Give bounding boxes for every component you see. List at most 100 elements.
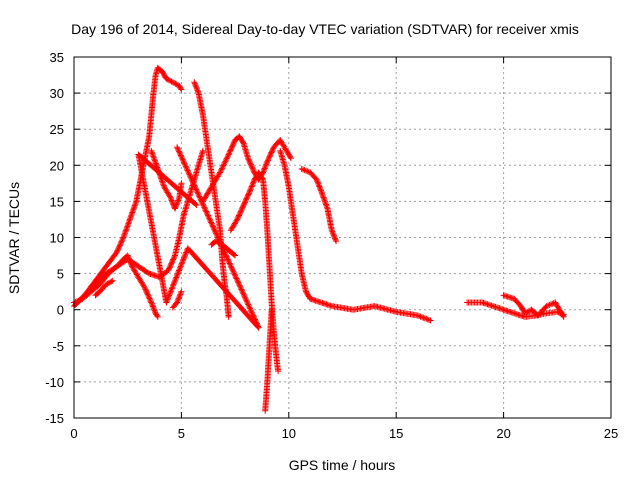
data-point-marker bbox=[269, 148, 275, 155]
data-point-marker bbox=[245, 155, 251, 162]
data-point-marker bbox=[188, 177, 195, 184]
data-point-marker bbox=[176, 266, 183, 273]
data-point-marker bbox=[247, 305, 254, 312]
data-point-marker bbox=[123, 226, 130, 233]
data-point-marker bbox=[222, 250, 229, 257]
data-point-marker bbox=[298, 165, 305, 172]
data-point-marker bbox=[235, 279, 242, 286]
data-point-marker bbox=[204, 211, 211, 218]
data-point-marker bbox=[246, 304, 253, 311]
data-point-marker bbox=[122, 227, 129, 234]
y-tick-label: 0 bbox=[57, 303, 64, 318]
data-point-marker bbox=[236, 211, 243, 218]
data-point-marker bbox=[225, 152, 231, 159]
data-point-marker bbox=[316, 184, 323, 191]
series-outliers bbox=[135, 144, 262, 331]
data-point-marker bbox=[203, 209, 210, 216]
data-point-marker bbox=[229, 267, 236, 274]
data-point-marker bbox=[167, 263, 174, 270]
data-point-marker bbox=[115, 246, 122, 253]
data-point-marker bbox=[234, 215, 241, 222]
data-point-marker bbox=[244, 298, 250, 305]
data-point-marker bbox=[214, 233, 221, 240]
y-tick-labels: -15 -10 -5 0 5 10 15 20 25 30 35 bbox=[45, 50, 64, 426]
data-point-marker bbox=[171, 253, 178, 260]
data-point-marker bbox=[178, 288, 185, 295]
data-point-marker bbox=[331, 234, 338, 240]
data-point-marker bbox=[216, 237, 223, 244]
data-point-marker bbox=[123, 224, 130, 231]
data-point-marker bbox=[237, 285, 244, 292]
data-point-marker bbox=[243, 297, 250, 304]
data-point-marker bbox=[182, 252, 189, 259]
data-point-marker bbox=[301, 167, 308, 174]
data-point-marker bbox=[171, 80, 178, 86]
data-point-marker bbox=[103, 281, 110, 288]
data-point-marker bbox=[117, 241, 124, 248]
data-point-marker bbox=[190, 179, 197, 186]
y-tick-label: 35 bbox=[50, 50, 64, 65]
data-point-marker bbox=[315, 180, 322, 187]
data-point-marker bbox=[174, 298, 181, 305]
data-point-marker bbox=[124, 223, 131, 230]
data-point-marker bbox=[239, 204, 246, 211]
series-arc-12 bbox=[298, 165, 340, 245]
data-point-marker bbox=[182, 162, 189, 168]
data-point-marker bbox=[176, 148, 182, 155]
data-point-marker bbox=[228, 146, 234, 153]
data-point-marker bbox=[151, 306, 157, 313]
data-point-marker bbox=[219, 245, 226, 252]
data-point-marker bbox=[231, 271, 238, 278]
data-point-marker bbox=[228, 264, 235, 271]
data-point-marker bbox=[178, 180, 185, 187]
data-point-marker bbox=[232, 272, 239, 279]
data-point-marker bbox=[206, 215, 213, 222]
data-point-marker bbox=[175, 295, 182, 302]
data-point-marker bbox=[177, 152, 184, 159]
data-point-marker bbox=[240, 203, 247, 210]
data-point-marker bbox=[238, 286, 245, 293]
data-point-marker bbox=[259, 175, 266, 182]
data-point-marker bbox=[147, 298, 154, 305]
data-point-marker bbox=[224, 154, 231, 161]
data-point-marker bbox=[176, 149, 183, 156]
data-point-marker bbox=[174, 271, 181, 278]
data-point-marker bbox=[179, 257, 186, 264]
y-tick-label: -15 bbox=[45, 411, 64, 426]
data-point-marker bbox=[230, 141, 237, 147]
data-point-marker bbox=[249, 311, 256, 318]
data-point-marker bbox=[182, 163, 189, 170]
data-point-marker bbox=[208, 220, 215, 227]
data-point-marker bbox=[245, 301, 252, 308]
data-point-marker bbox=[193, 202, 200, 208]
data-point-marker bbox=[240, 139, 246, 146]
data-point-marker bbox=[208, 219, 215, 226]
data-point-marker bbox=[166, 264, 173, 271]
data-point-marker bbox=[264, 157, 271, 164]
y-tick-label: 20 bbox=[50, 158, 64, 173]
data-point-marker bbox=[175, 196, 182, 203]
data-point-marker bbox=[221, 249, 228, 256]
data-point-marker bbox=[195, 88, 201, 95]
series-arc-9 bbox=[227, 169, 282, 375]
data-point-marker bbox=[214, 234, 221, 241]
data-point-marker bbox=[169, 257, 176, 264]
series-arc-11 bbox=[277, 147, 434, 324]
x-tick-label: 0 bbox=[70, 426, 77, 441]
data-point-marker bbox=[203, 208, 210, 215]
data-point-marker bbox=[201, 205, 208, 212]
data-point-marker bbox=[199, 200, 206, 207]
x-tick-label: 20 bbox=[496, 426, 510, 441]
data-point-marker bbox=[233, 275, 240, 282]
data-point-marker bbox=[240, 291, 247, 298]
data-point-marker bbox=[247, 161, 254, 168]
data-point-marker bbox=[195, 190, 202, 197]
data-point-marker bbox=[304, 168, 311, 175]
data-point-marker bbox=[560, 312, 566, 319]
data-point-marker bbox=[141, 285, 148, 291]
data-point-marker bbox=[246, 159, 253, 165]
data-point-marker bbox=[213, 231, 220, 238]
data-point-marker bbox=[239, 287, 245, 294]
data-point-marker bbox=[192, 183, 198, 190]
data-point-marker bbox=[231, 270, 237, 277]
